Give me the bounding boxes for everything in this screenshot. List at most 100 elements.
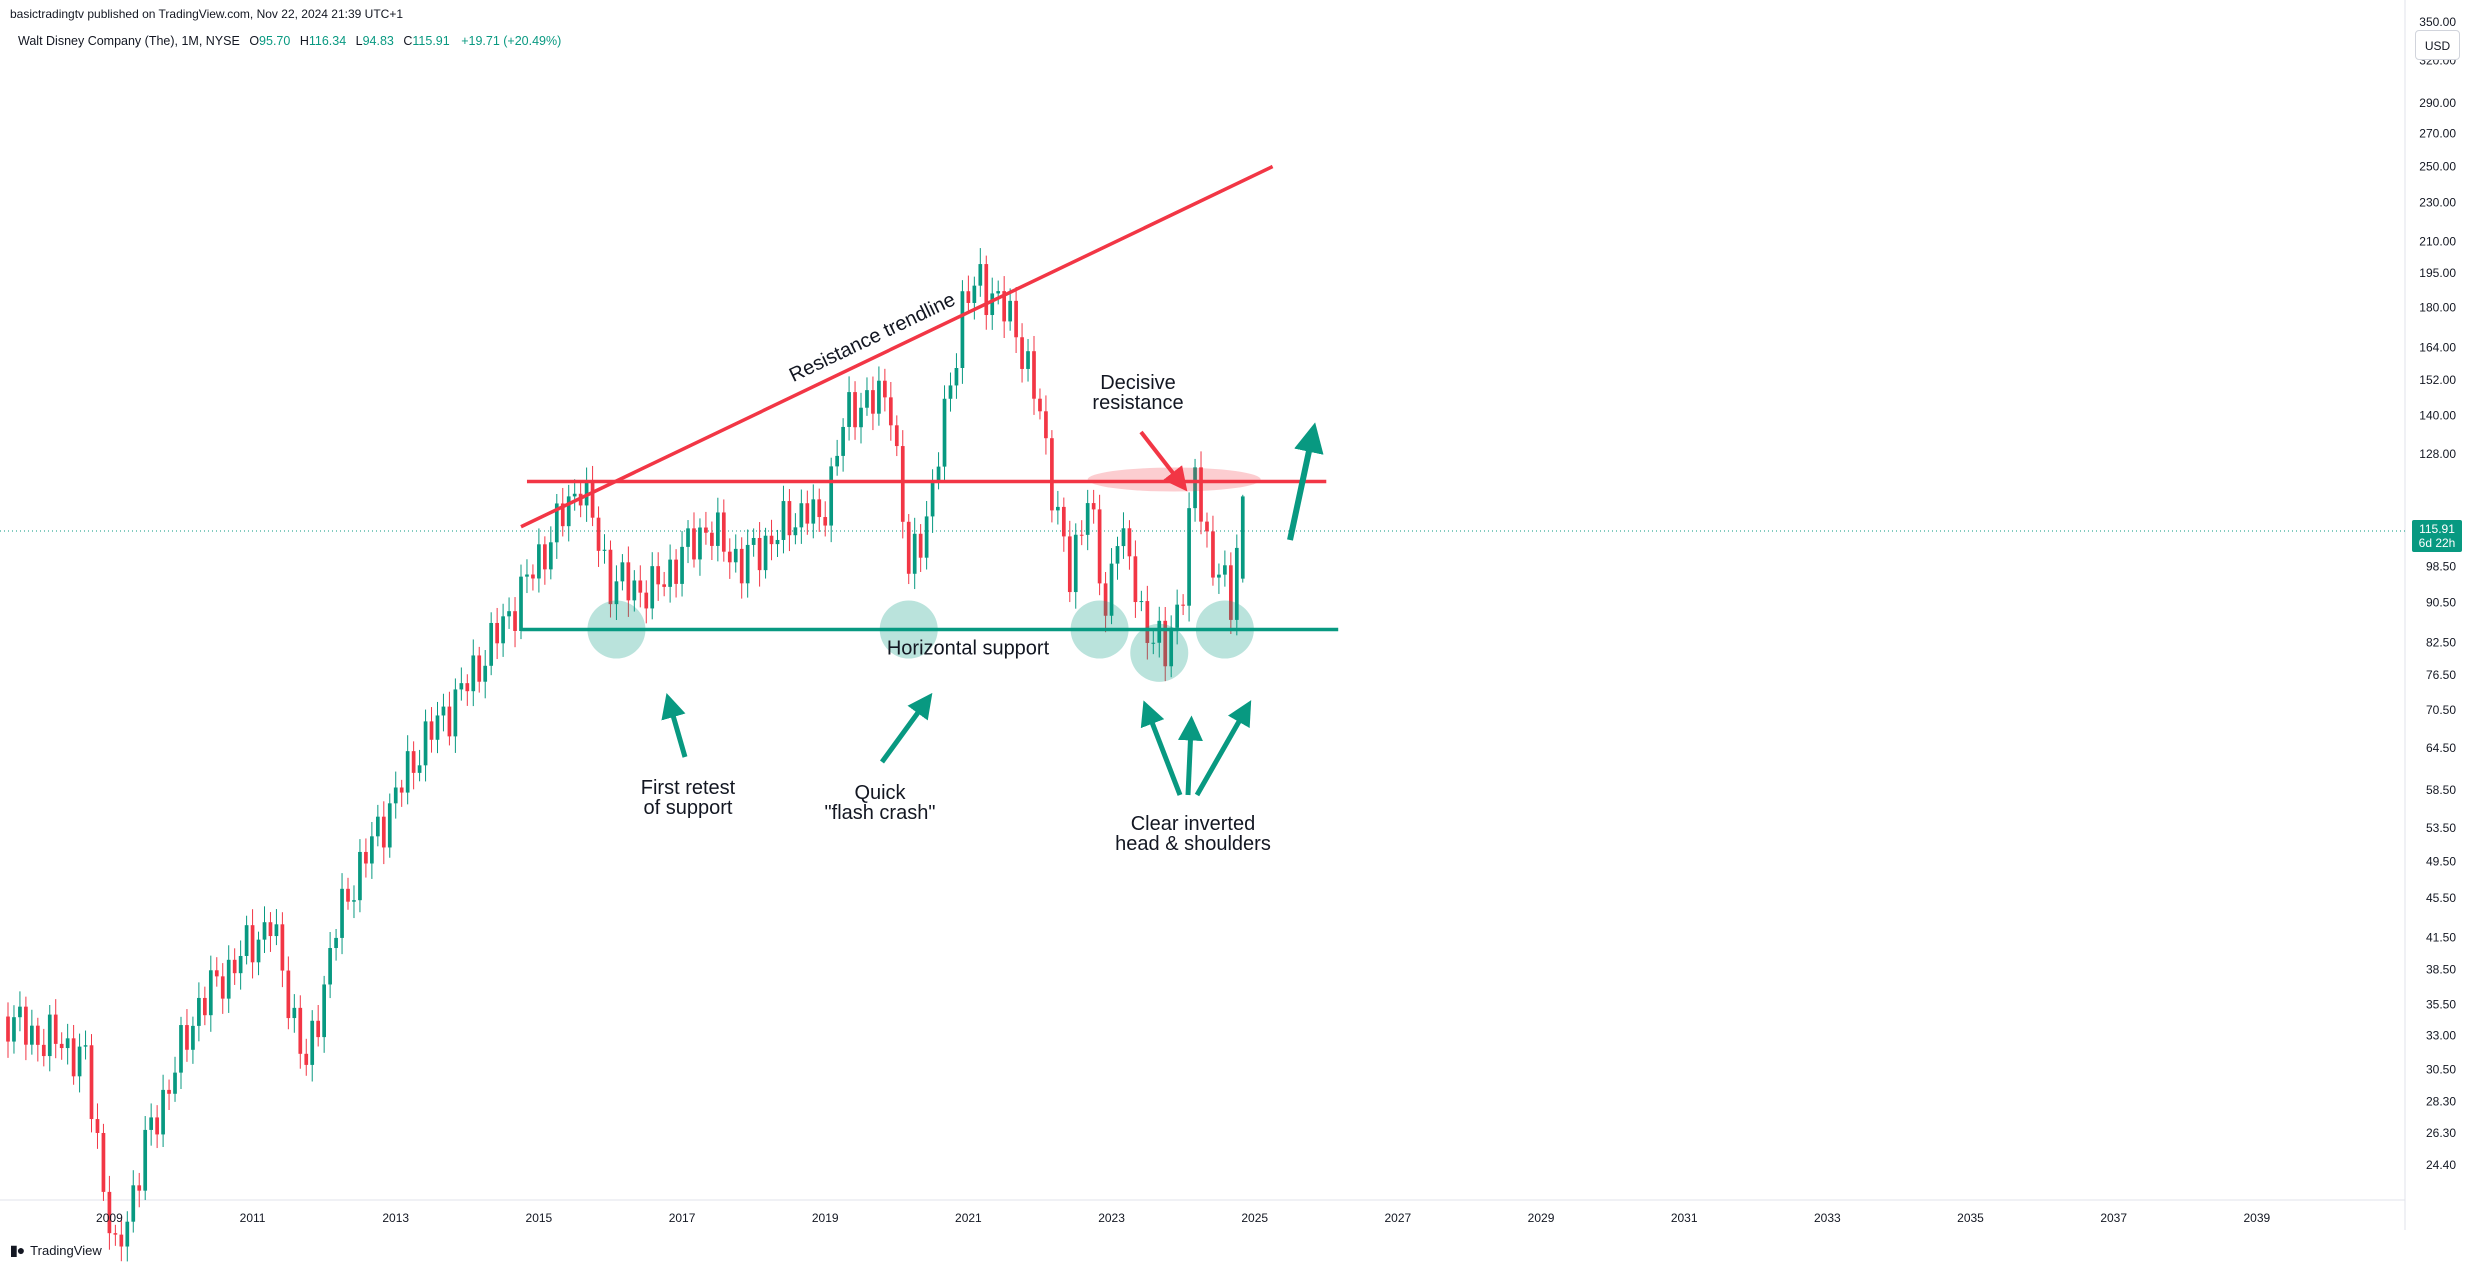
- candle-body: [131, 1185, 136, 1222]
- trendline-label: Resistance trendline: [786, 289, 959, 387]
- candle-body: [1211, 531, 1215, 578]
- candle-body: [24, 1006, 28, 1045]
- candle-body: [1038, 398, 1042, 412]
- inverted-hs-label: Clear inverted head & shoulders: [1115, 813, 1271, 855]
- time-tick-label: 2013: [382, 1211, 409, 1225]
- change-value: +19.71 (+20.49%): [461, 34, 562, 48]
- candle-body: [1061, 506, 1066, 537]
- candle-body: [71, 1038, 76, 1077]
- support-touch-circle: [587, 600, 646, 659]
- candle-body: [1228, 565, 1233, 620]
- candle-body: [465, 683, 470, 692]
- candle-body: [1240, 496, 1245, 579]
- candle-body: [1079, 534, 1084, 536]
- candle-body: [352, 900, 356, 902]
- candle-body: [906, 521, 911, 574]
- tradingview-logo[interactable]: ▮● TradingView: [10, 1242, 102, 1259]
- candle-body: [1223, 565, 1227, 575]
- price-tick-label: 270.00: [2419, 126, 2456, 140]
- candle-body: [65, 1038, 70, 1049]
- candle-body: [918, 533, 923, 558]
- candle-body: [566, 496, 571, 527]
- candle-body: [996, 291, 1001, 294]
- candle-body: [733, 548, 738, 563]
- price-tick-label: 90.50: [2426, 596, 2456, 610]
- candle-body: [698, 527, 702, 560]
- low-value: 94.83: [362, 34, 394, 48]
- candle-body: [978, 264, 983, 286]
- candle-body: [304, 1053, 309, 1065]
- candle-body: [322, 984, 326, 1038]
- candle-body: [662, 584, 667, 587]
- candle-body: [650, 566, 655, 609]
- candle-body: [883, 380, 887, 398]
- candle-body: [220, 976, 225, 999]
- candle-body: [280, 924, 285, 971]
- candle-body: [1151, 642, 1156, 644]
- price-tick-label: 210.00: [2419, 234, 2456, 248]
- candle-body: [626, 562, 631, 601]
- candle-body: [1163, 620, 1168, 667]
- candle-body: [1067, 536, 1072, 593]
- candle-body: [18, 1006, 22, 1018]
- candle-body: [1175, 604, 1180, 628]
- price-tick-label: 53.50: [2426, 821, 2456, 835]
- price-tick-label: 49.50: [2426, 855, 2456, 869]
- candle-body: [924, 516, 929, 558]
- candle-body: [912, 533, 917, 574]
- candle-body: [399, 787, 404, 793]
- time-tick-label: 2035: [1957, 1211, 1984, 1225]
- candle-body: [554, 503, 559, 543]
- candle-body: [340, 888, 344, 938]
- candle-body: [1008, 300, 1012, 322]
- candle-body: [817, 499, 822, 518]
- close-label: C: [403, 34, 413, 48]
- candle-body: [155, 1117, 159, 1135]
- candle-body: [739, 548, 744, 584]
- candle-body: [835, 455, 839, 467]
- candle-body: [208, 970, 213, 1016]
- candle-body: [704, 527, 708, 533]
- candle-body: [119, 1234, 124, 1247]
- candle-body: [805, 503, 810, 524]
- candle-body: [596, 517, 601, 551]
- candle-body: [244, 925, 249, 956]
- candle-body: [1103, 583, 1108, 616]
- close-value: 115.91: [412, 34, 450, 48]
- candle-body: [250, 925, 255, 963]
- candle-body: [799, 503, 804, 528]
- candle-body: [262, 922, 267, 940]
- candle-body: [715, 512, 720, 546]
- price-axis[interactable]: 24.40 26.30 28.30 30.50 33.00 35.50 38.50 41.50…: [2419, 15, 2456, 1172]
- candle-body: [692, 528, 696, 560]
- candle-body: [1157, 620, 1162, 643]
- support-touch-circle: [1130, 623, 1189, 682]
- time-tick-label: 2011: [240, 1211, 266, 1225]
- low-label: L: [355, 34, 363, 48]
- candle-body: [757, 537, 762, 571]
- candle-body: [501, 616, 505, 644]
- last-price-value: 115.91: [2419, 522, 2455, 536]
- time-axis[interactable]: 2009 2011 2013 2015 2017 2019 2021 2023 2025 2027…: [96, 1211, 2270, 1225]
- candle-body: [447, 706, 452, 737]
- candle-body: [954, 367, 959, 386]
- candle-body: [1002, 291, 1007, 322]
- candle-body: [358, 851, 362, 901]
- time-tick-label: 2009: [96, 1211, 123, 1225]
- candle-body: [292, 1007, 297, 1019]
- candle-body: [59, 1043, 64, 1049]
- candle-body: [674, 559, 678, 584]
- candle-body: [769, 535, 774, 545]
- candle-body: [411, 751, 416, 773]
- symbol-name: Walt Disney Company (The), 1M, NYSE: [18, 34, 240, 48]
- price-tick-label: 76.50: [2426, 668, 2456, 682]
- price-tick-label: 70.50: [2426, 703, 2456, 717]
- candle-body: [113, 1233, 118, 1235]
- open-value: 95.70: [259, 34, 291, 48]
- candle-body: [942, 398, 947, 467]
- currency-button[interactable]: USD: [2415, 30, 2460, 60]
- candle-body: [1187, 508, 1191, 606]
- candle-body: [274, 924, 279, 937]
- candle-body: [173, 1072, 177, 1094]
